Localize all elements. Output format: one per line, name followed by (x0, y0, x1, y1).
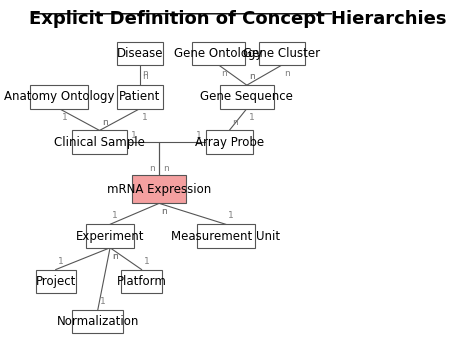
Text: Measurement Unit: Measurement Unit (171, 230, 280, 243)
FancyBboxPatch shape (206, 130, 253, 154)
Text: Disease: Disease (117, 47, 163, 60)
FancyBboxPatch shape (220, 85, 274, 108)
Text: n: n (142, 72, 148, 81)
FancyBboxPatch shape (259, 42, 305, 65)
Text: n: n (112, 252, 118, 261)
FancyBboxPatch shape (86, 224, 134, 248)
Text: n: n (162, 207, 167, 216)
Text: n: n (102, 118, 108, 126)
Text: Patient: Patient (119, 91, 161, 103)
FancyBboxPatch shape (193, 42, 245, 65)
FancyBboxPatch shape (132, 175, 186, 203)
Text: Normalization: Normalization (57, 315, 139, 328)
Text: 1: 1 (249, 113, 255, 122)
Text: n: n (163, 164, 169, 173)
Text: Anatomy Ontology: Anatomy Ontology (4, 91, 114, 103)
Text: 1: 1 (144, 257, 150, 266)
Text: 1: 1 (58, 257, 64, 266)
Text: 1: 1 (62, 113, 68, 122)
Text: n: n (221, 69, 227, 78)
FancyBboxPatch shape (117, 42, 162, 65)
Text: 1: 1 (131, 131, 137, 140)
FancyBboxPatch shape (72, 310, 123, 333)
FancyBboxPatch shape (30, 85, 88, 108)
Text: n: n (249, 72, 255, 81)
FancyBboxPatch shape (117, 85, 162, 108)
Text: n: n (284, 69, 290, 78)
Text: n: n (112, 252, 118, 261)
Text: 1: 1 (100, 297, 106, 306)
Text: Explicit Definition of Concept Hierarchies: Explicit Definition of Concept Hierarchi… (29, 10, 447, 28)
Text: Clinical Sample: Clinical Sample (54, 136, 145, 149)
FancyBboxPatch shape (197, 224, 255, 248)
Text: n: n (249, 72, 255, 81)
Text: Gene Ontology: Gene Ontology (175, 47, 263, 60)
Text: n: n (112, 252, 118, 261)
Text: Gene Cluster: Gene Cluster (243, 47, 320, 60)
Text: Experiment: Experiment (76, 230, 144, 243)
Text: Platform: Platform (117, 275, 166, 288)
Text: Gene Sequence: Gene Sequence (200, 91, 293, 103)
Text: 1: 1 (228, 212, 234, 220)
Text: Project: Project (36, 275, 76, 288)
Text: mRNA Expression: mRNA Expression (107, 183, 211, 196)
Text: n: n (142, 69, 148, 78)
Text: 1: 1 (142, 113, 148, 122)
Text: n: n (102, 118, 108, 126)
Text: 1: 1 (112, 212, 118, 220)
FancyBboxPatch shape (72, 130, 127, 154)
Text: n: n (149, 164, 155, 173)
Text: 1: 1 (196, 131, 202, 140)
FancyBboxPatch shape (36, 270, 76, 293)
Text: n: n (232, 118, 238, 126)
Text: Array Probe: Array Probe (195, 136, 264, 149)
Text: n: n (162, 207, 167, 216)
FancyBboxPatch shape (122, 270, 162, 293)
